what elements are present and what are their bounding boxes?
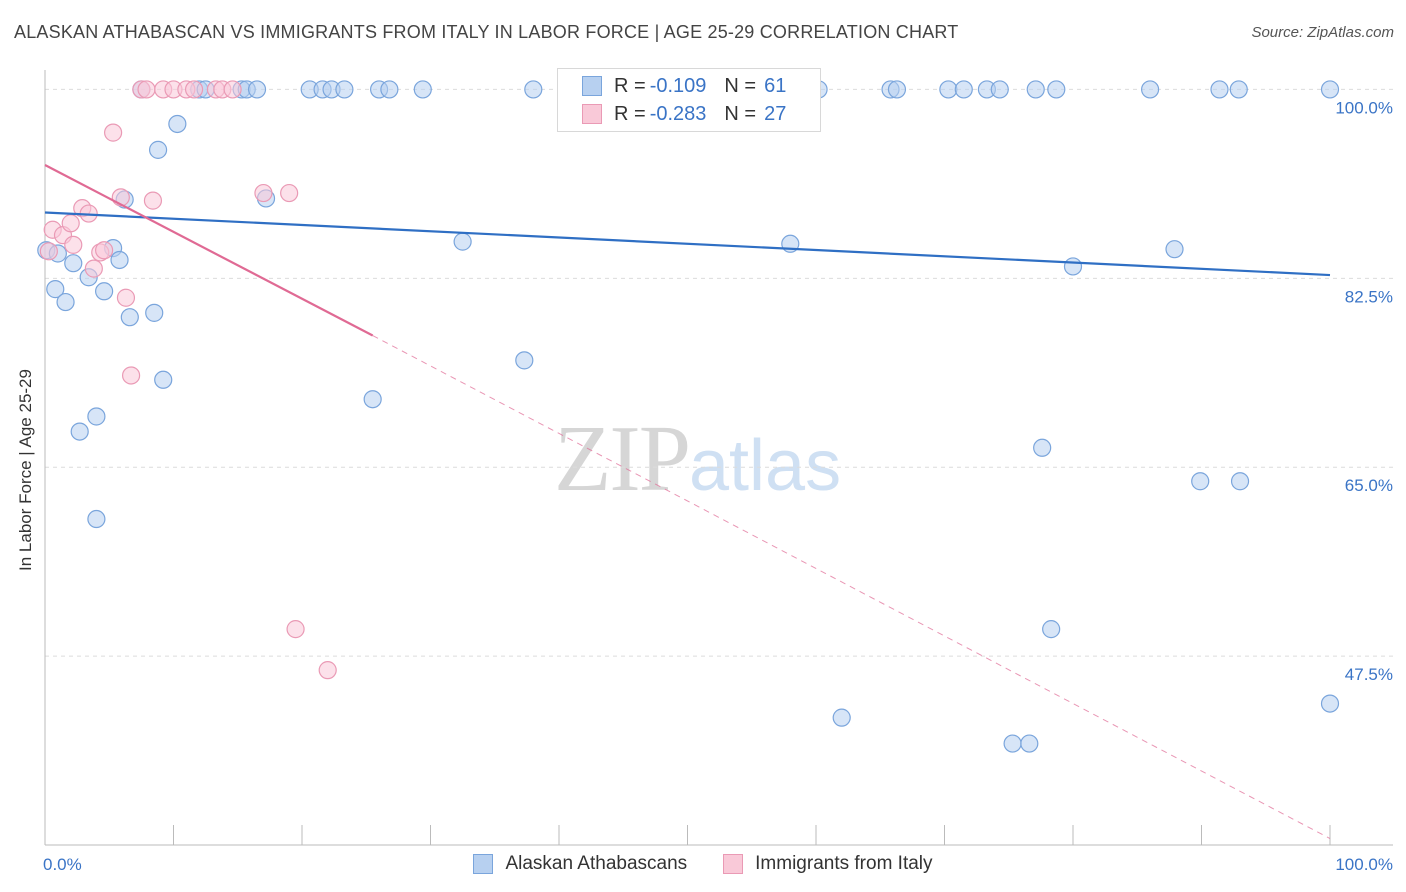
italy-point: [95, 241, 114, 260]
italy-point: [61, 214, 80, 233]
y-tick-label: 47.5%: [1345, 665, 1393, 684]
athabascan-point: [335, 80, 354, 99]
italy-point: [254, 183, 273, 203]
athabascan-point: [1026, 80, 1045, 99]
athabascan-point: [64, 254, 83, 273]
athabascan-point: [145, 303, 164, 322]
athabascan-point: [1320, 80, 1340, 99]
athabascan-point: [110, 250, 129, 270]
athabascan-point: [1063, 257, 1083, 276]
athabascan-point: [87, 509, 106, 529]
athabascan-point: [247, 80, 267, 99]
athabascan-point: [413, 80, 432, 99]
italy-point: [223, 80, 242, 99]
watermark-atlas: atlas: [689, 426, 842, 506]
x-tick-label: 0.0%: [43, 855, 82, 874]
legend-r-value: -0.109: [649, 74, 707, 97]
legend-swatch-blue: [582, 76, 602, 96]
watermark: ZIPatlas: [554, 405, 841, 513]
italy-point: [280, 183, 299, 203]
athabascan-point: [939, 80, 958, 99]
italy-point: [184, 80, 204, 99]
italy-point: [64, 235, 83, 254]
y-tick-label: 65.0%: [1345, 476, 1393, 495]
athabascan-point: [990, 80, 1009, 99]
italy-point: [137, 80, 156, 99]
italy-trendline-extension: [372, 335, 1331, 839]
athabascan-point: [832, 708, 851, 727]
legend-row-italy: R = -0.283 N = 27: [582, 101, 786, 127]
athabascan-point: [148, 140, 168, 159]
legend-n-value: 27: [764, 102, 787, 125]
athabascan-point: [87, 407, 106, 426]
athabascan-point: [1140, 80, 1160, 99]
italy-point: [116, 288, 136, 307]
athabascan-point: [1033, 438, 1052, 457]
legend-n-value: 61: [764, 74, 787, 97]
athabascan-point: [46, 280, 65, 299]
athabascan-point: [1020, 734, 1039, 753]
italy-trendline: [44, 164, 374, 337]
y-tick-label: 100.0%: [1335, 98, 1393, 117]
athabascan-point: [70, 422, 89, 441]
series-legend: Alaskan Athabascans Immigrants from Ital…: [0, 850, 1406, 878]
italy-point: [286, 620, 305, 639]
athabascan-point: [154, 370, 173, 389]
correlation-legend: R = -0.109 N = 61 R = -0.283 N = 27: [557, 68, 821, 132]
legend-r-value: -0.283: [649, 102, 707, 125]
italy-point: [39, 242, 58, 261]
legend-item-italy[interactable]: Immigrants from Italy: [723, 853, 933, 875]
athabascan-point: [1210, 80, 1229, 99]
athabascan-trendline: [44, 211, 1331, 277]
legend-row-athabascans: R = -0.109 N = 61: [582, 73, 786, 99]
legend-item-athabascans[interactable]: Alaskan Athabascans: [473, 853, 687, 875]
x-tick-label: 100.0%: [1335, 855, 1393, 874]
italy-point: [143, 191, 163, 210]
athabascan-point: [1191, 472, 1210, 491]
legend-n-label: N =: [724, 102, 757, 125]
watermark-zip: ZIP: [554, 407, 691, 511]
athabascan-point: [168, 114, 187, 134]
legend-series-name: Immigrants from Italy: [755, 853, 933, 874]
athabascan-point: [1229, 80, 1248, 99]
legend-r-label: R =: [614, 102, 646, 125]
legend-swatch-pink: [582, 104, 602, 124]
athabascan-point: [363, 390, 382, 409]
athabascan-point: [1047, 80, 1066, 99]
source-label: Source: ZipAtlas.com: [1251, 24, 1394, 41]
italy-point: [104, 123, 123, 142]
athabascan-point: [1165, 240, 1184, 259]
italy-point: [121, 366, 141, 385]
athabascan-point: [453, 232, 472, 251]
athabascan-point: [56, 292, 75, 312]
athabascan-point: [524, 80, 543, 99]
legend-swatch-blue: [473, 854, 494, 874]
legend-swatch-pink: [723, 854, 744, 874]
legend-n-label: N =: [724, 74, 757, 97]
athabascan-point: [1003, 734, 1022, 753]
athabascan-point: [1320, 694, 1340, 713]
athabascan-point: [95, 282, 114, 301]
legend-r-label: R =: [614, 74, 646, 97]
y-tick-label: 82.5%: [1345, 287, 1393, 306]
athabascan-point: [1042, 620, 1061, 639]
legend-series-name: Alaskan Athabascans: [505, 853, 688, 874]
chart-title: ALASKAN ATHABASCAN VS IMMIGRANTS FROM IT…: [14, 22, 959, 42]
athabascan-point: [1230, 472, 1250, 491]
y-axis-label: In Labor Force | Age 25-29: [16, 369, 35, 571]
italy-point: [84, 259, 103, 278]
athabascan-point: [515, 351, 534, 370]
italy-point: [318, 661, 337, 680]
athabascan-point: [120, 308, 139, 327]
athabascan-point: [954, 80, 973, 99]
athabascan-point: [380, 80, 399, 99]
athabascan-point: [887, 80, 907, 99]
